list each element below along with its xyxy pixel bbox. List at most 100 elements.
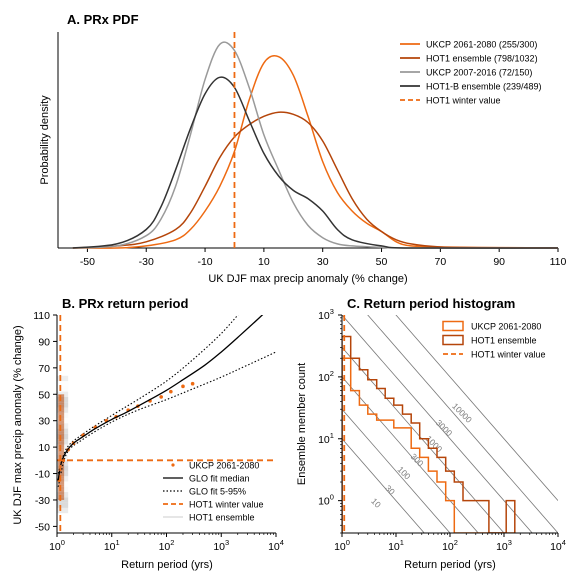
panel-a-x-tick-label: 50 [376,256,388,268]
panel-b-y-tick-label: -10 [35,469,50,481]
panel-b-x-tick-exp: 1 [116,538,120,547]
panel-b-legend-label: HOT1 winter value [189,500,264,510]
panel-c-legend-swatch [442,334,464,346]
panel-b-x-tick-exp: 3 [225,538,229,547]
panel-b-x-tick-label: 102 [159,538,175,553]
panel-b-ukcp-point [181,384,185,389]
panel-b-x-tick-exp: 2 [170,538,174,547]
panel-a-series-line-1 [72,111,559,249]
panel-c-x-tick-exp: 3 [508,538,512,547]
panel-b-x-tick-exp: 4 [280,538,284,547]
panel-a-legend-label: UKCP 2007-2016 (72/150) [426,68,532,78]
panel-b-y-tick-label: -30 [35,495,50,507]
panel-b-ensemble-band-cell [57,381,69,387]
panel-b-glo-lower [57,351,276,487]
panel-b-ensemble-point [58,412,65,416]
panel-a-x-tick-label: 90 [493,256,505,268]
panel-b-ensemble-point [58,402,65,405]
panel-b-legend-label: HOT1 ensemble [189,513,255,523]
panel-b-ensemble-band-cell [57,386,69,392]
panel-a-xlabel: UK DJF max precip anomaly (% change) [208,273,407,285]
panel-b-legend-label: GLO fit median [189,474,250,484]
panel-b-legend-swatch [171,463,175,467]
panel-c-x-tick-exp: 2 [454,538,458,547]
panel-c-y-tick-exp: 1 [330,431,334,440]
panel-b-y-tick-label: 110 [33,310,50,322]
panel-a-x-tick-label: -50 [80,256,95,268]
panel-c-x-tick-label: 104 [550,538,566,553]
panel-c-x-tick-label: 102 [442,538,458,553]
panel-b-ensemble-band-cell [57,507,69,514]
panel-c-legend-swatch [442,320,464,332]
panel-c-y-tick-exp: 2 [330,369,334,378]
panel-c-title: C. Return period histogram [347,296,515,311]
panel-c-contour-label: 10000 [450,401,474,425]
panel-c-contour-line [342,438,425,533]
panel-b-x-tick-label: 100 [49,538,65,553]
panel-c-xlabel: Return period (yrs) [404,559,496,571]
panel-c-x-tick-label: 103 [496,538,512,553]
panel-c-y-tick-label: 100 [318,493,334,508]
panel-b-ensemble-point [58,452,65,456]
panel-a-x-tick-label: 70 [435,256,447,268]
panel-b-ensemble-point [58,492,65,495]
panel-b-plot-area [57,315,276,533]
panel-c-y-tick-label: 103 [318,307,334,322]
panel-a-pdf: A. PRx PDF -50 -30 -10 10 30 50 70 90 110 UK DJF… [39,12,567,285]
panel-b-glo-median [57,315,264,481]
panel-b-title: B. PRx return period [62,296,188,311]
panel-b-ensemble-point [58,473,65,477]
panel-b-legend-label: UKCP 2061-2080 [189,461,259,471]
panel-c-x-tick-exp: 0 [346,538,350,547]
panel-c-contour-label: 100 [396,464,413,481]
panel-b-x-tick-label: 104 [268,538,284,553]
panel-b-x-tick-label: 103 [213,538,229,553]
panel-b-x-tick-label: 101 [104,538,120,553]
panel-c-contour-line [367,315,558,533]
panel-c-x-tick-exp: 1 [400,538,404,547]
panel-b-y-tick-label: 10 [38,442,50,454]
panel-c-x-tick-label: 100 [334,538,350,553]
panel-a-title: A. PRx PDF [67,12,139,27]
panel-a-legend-label: HOT1 ensemble (798/1032) [426,54,538,64]
panel-b-ensemble-point [58,431,65,434]
panel-b-ukcp-point [190,381,195,386]
panel-c-legend-label: UKCP 2061-2080 [471,322,541,332]
panel-b-ensemble-point [58,449,65,453]
panel-c-y-tick-label: 101 [318,431,334,446]
panel-c-legend-label: HOT1 ensemble [471,336,537,346]
panel-b-y-tick-label: 50 [38,389,50,401]
panel-b-xlabel: Return period (yrs) [121,559,213,571]
panel-c-y-tick-label: 102 [318,369,334,384]
panel-b-y-tick-label: 30 [38,416,50,428]
panel-b-ylabel: UK DJF max precip anomaly (% change) [12,325,24,524]
panel-c-contour-label: 300 [409,451,426,468]
panel-a-legend: UKCP 2061-2080 (255/300) HOT1 ensemble (7… [400,40,542,106]
panel-b-return-period: B. PRx return period -50-30-101030507090… [12,296,284,571]
panel-a-x-tick-label: 110 [550,256,567,268]
panel-b-ukcp-point [159,395,163,399]
panel-c-legend-label: HOT1 winter value [471,350,546,360]
panel-b-ensemble-point [58,481,65,485]
panel-b-ensemble-band-cell [57,375,69,382]
panel-b-legend: UKCP 2061-2080 GLO fit median GLO fit 5-95… [163,461,264,523]
panel-a-legend-label: HOT1-B ensemble (239/489) [426,82,542,92]
panel-c-contour-line [395,315,558,501]
panel-c-legend: UKCP 2061-2080 HOT1 ensemble HOT1 winter v… [442,320,546,360]
panel-b-y-tick-label: -50 [35,521,50,533]
panel-c-x-tick-exp: 4 [562,538,566,547]
panel-a-plot: -50 -30 -10 10 30 50 70 90 110 [57,32,567,268]
panel-b-x-tick-exp: 0 [61,538,65,547]
panel-a-legend-label: UKCP 2061-2080 (255/300) [426,40,537,50]
panel-c-y-tick-exp: 3 [330,307,334,316]
panel-c-contour-label: 3000 [434,418,455,439]
panel-c-contour-label: 10 [369,496,383,510]
panel-c-x-tick-label: 101 [388,538,404,553]
panel-c-contour-line [342,315,533,533]
panel-c-y-tick-exp: 0 [330,493,334,502]
panel-c-contour-label: 30 [383,483,397,497]
panel-a-series-line-2 [72,41,559,249]
panel-c-histogram-0 [342,357,515,533]
